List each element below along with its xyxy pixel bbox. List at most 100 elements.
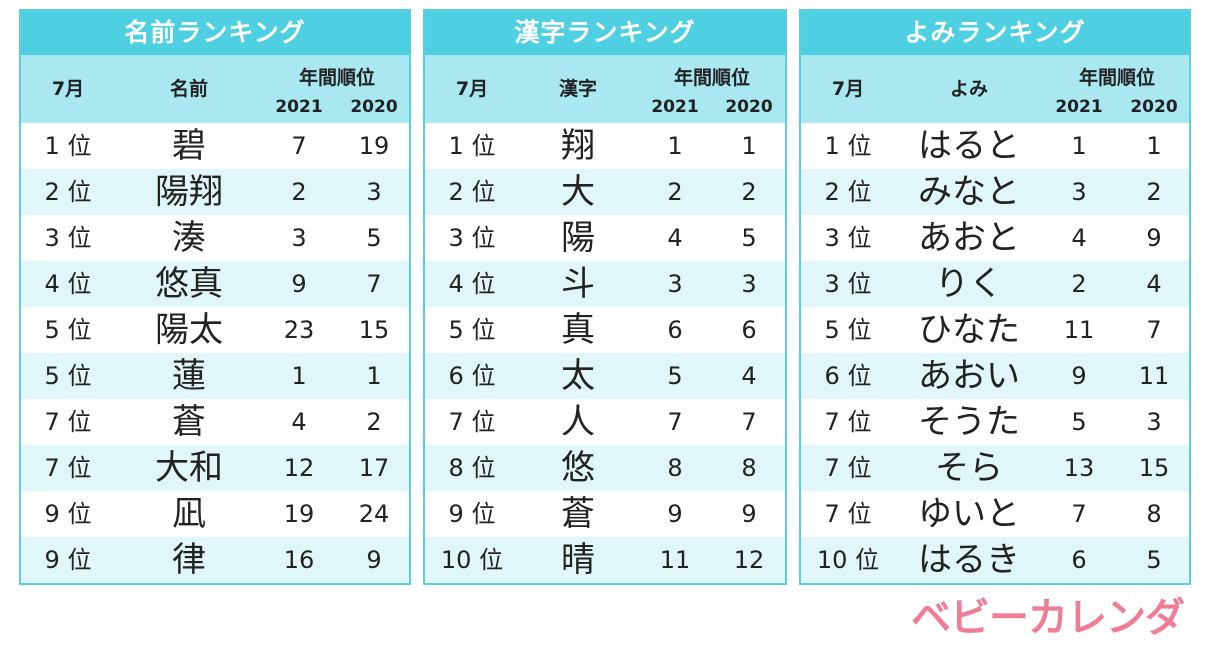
table-row: 3 位 陽 4 5 [425,215,785,261]
row-rank-2021: 9 [1071,362,1087,390]
row-rank: 4 位 [44,270,92,298]
row-rank-2021: 8 [667,454,683,482]
row-name: 大和 [155,448,223,488]
row-rank: 3 位 [448,224,496,252]
row-rank: 3 位 [824,224,872,252]
row-rank-2021: 3 [1071,178,1087,206]
row-rank-2021: 3 [291,224,307,252]
table-row: 2 位 陽翔 2 3 [21,169,409,215]
row-kanji: 斗 [561,264,595,304]
row-reading: はるき [918,540,1020,580]
row-rank-2020: 8 [741,454,757,482]
row-rank-2021: 7 [1071,500,1087,528]
row-reading: そうた [918,402,1020,442]
row-rank: 5 位 [448,316,496,344]
table-row: 3 位 湊 3 5 [21,215,409,261]
table-row: 3 位 りく 2 4 [801,261,1189,307]
row-rank-2020: 11 [1138,362,1170,390]
row-name: 蓮 [172,356,206,396]
header-month: 7月 [831,78,865,100]
row-rank: 8 位 [448,454,496,482]
row-rank-2021: 11 [1063,316,1095,344]
row-rank-2021: 23 [283,316,315,344]
row-rank: 6 位 [824,362,872,390]
baby-calendar-logo: ベビーカレンダー [911,595,1185,641]
row-rank-2021: 6 [1071,546,1087,574]
row-rank-2020: 6 [741,316,757,344]
header-annual-rank: 年間順位 [298,67,375,89]
row-rank-2021: 1 [291,362,307,390]
row-rank: 1 位 [824,132,872,160]
table-row: 7 位 蒼 4 2 [21,399,409,445]
row-rank-2020: 5 [1146,546,1162,574]
row-name: 凪 [172,494,206,534]
header-kanji: 漢字 [558,78,597,100]
table-row: 9 位 凪 19 24 [21,491,409,537]
table-row: 9 位 律 16 9 [21,537,409,583]
row-rank: 7 位 [44,454,92,482]
table-row: 1 位 翔 1 1 [425,123,785,169]
row-name: 悠真 [155,264,223,304]
row-reading: ひなた [918,310,1020,350]
row-rank-2020: 19 [358,132,390,160]
table-row: 8 位 悠 8 8 [425,445,785,491]
row-rank-2020: 3 [366,178,382,206]
header-month: 7月 [51,78,85,100]
row-rank: 1 位 [44,132,92,160]
row-rank: 7 位 [44,408,92,436]
table-body: 1 位はると 1 1 2 位みなと 3 2 3 位あおと 4 9 3 位りく 2 4 5 位ひな… [801,123,1189,583]
row-rank-2021: 12 [283,454,315,482]
row-rank-2020: 5 [366,224,382,252]
row-rank: 2 位 [824,178,872,206]
row-rank-2020: 8 [1146,500,1162,528]
row-rank-2021: 4 [291,408,307,436]
row-kanji: 真 [561,310,595,350]
table-header: 7月 漢字 年間順位 2021 2020 [425,55,785,123]
row-rank-2021: 13 [1063,454,1095,482]
row-reading: そら [935,448,1003,488]
row-name: 碧 [172,126,206,166]
row-rank: 5 位 [44,362,92,390]
row-kanji: 太 [561,356,595,396]
row-reading: ゆいと [918,494,1020,534]
header-year-2021: 2021 [275,97,323,117]
table-row: 10 位 はるき 6 5 [801,537,1189,583]
row-rank: 5 位 [44,316,92,344]
row-rank-2020: 3 [1146,408,1162,436]
table-row: 5 位 陽太 23 15 [21,307,409,353]
row-rank: 7 位 [824,408,872,436]
row-name: 陽翔 [155,172,223,212]
row-rank-2020: 3 [741,270,757,298]
row-rank: 9 位 [44,500,92,528]
row-rank-2021: 4 [667,224,683,252]
table-row: 3 位 あおと 4 9 [801,215,1189,261]
row-name: 蒼 [172,402,206,442]
row-rank-2020: 7 [1146,316,1162,344]
row-rank: 4 位 [448,270,496,298]
row-name: 陽太 [155,310,223,350]
row-rank-2021: 2 [291,178,307,206]
row-rank: 2 位 [44,178,92,206]
row-rank-2021: 6 [667,316,683,344]
header-reading: よみ [949,78,988,100]
row-reading: みなと [918,172,1020,212]
table-row: 7 位 そら 13 15 [801,445,1189,491]
row-reading: はると [918,126,1020,166]
row-rank: 6 位 [448,362,496,390]
row-rank: 7 位 [448,408,496,436]
row-rank-2020: 1 [1146,132,1162,160]
row-rank-2021: 5 [667,362,683,390]
header-name: 名前 [169,78,208,100]
row-rank-2021: 16 [283,546,315,574]
row-rank: 7 位 [824,500,872,528]
row-rank-2020: 2 [741,178,757,206]
row-rank: 7 位 [824,454,872,482]
table-row: 7 位 そうた 5 3 [801,399,1189,445]
header-year-2020: 2020 [725,97,773,117]
row-rank-2020: 5 [741,224,757,252]
row-rank-2021: 7 [291,132,307,160]
row-rank: 3 位 [824,270,872,298]
row-rank-2020: 1 [366,362,382,390]
